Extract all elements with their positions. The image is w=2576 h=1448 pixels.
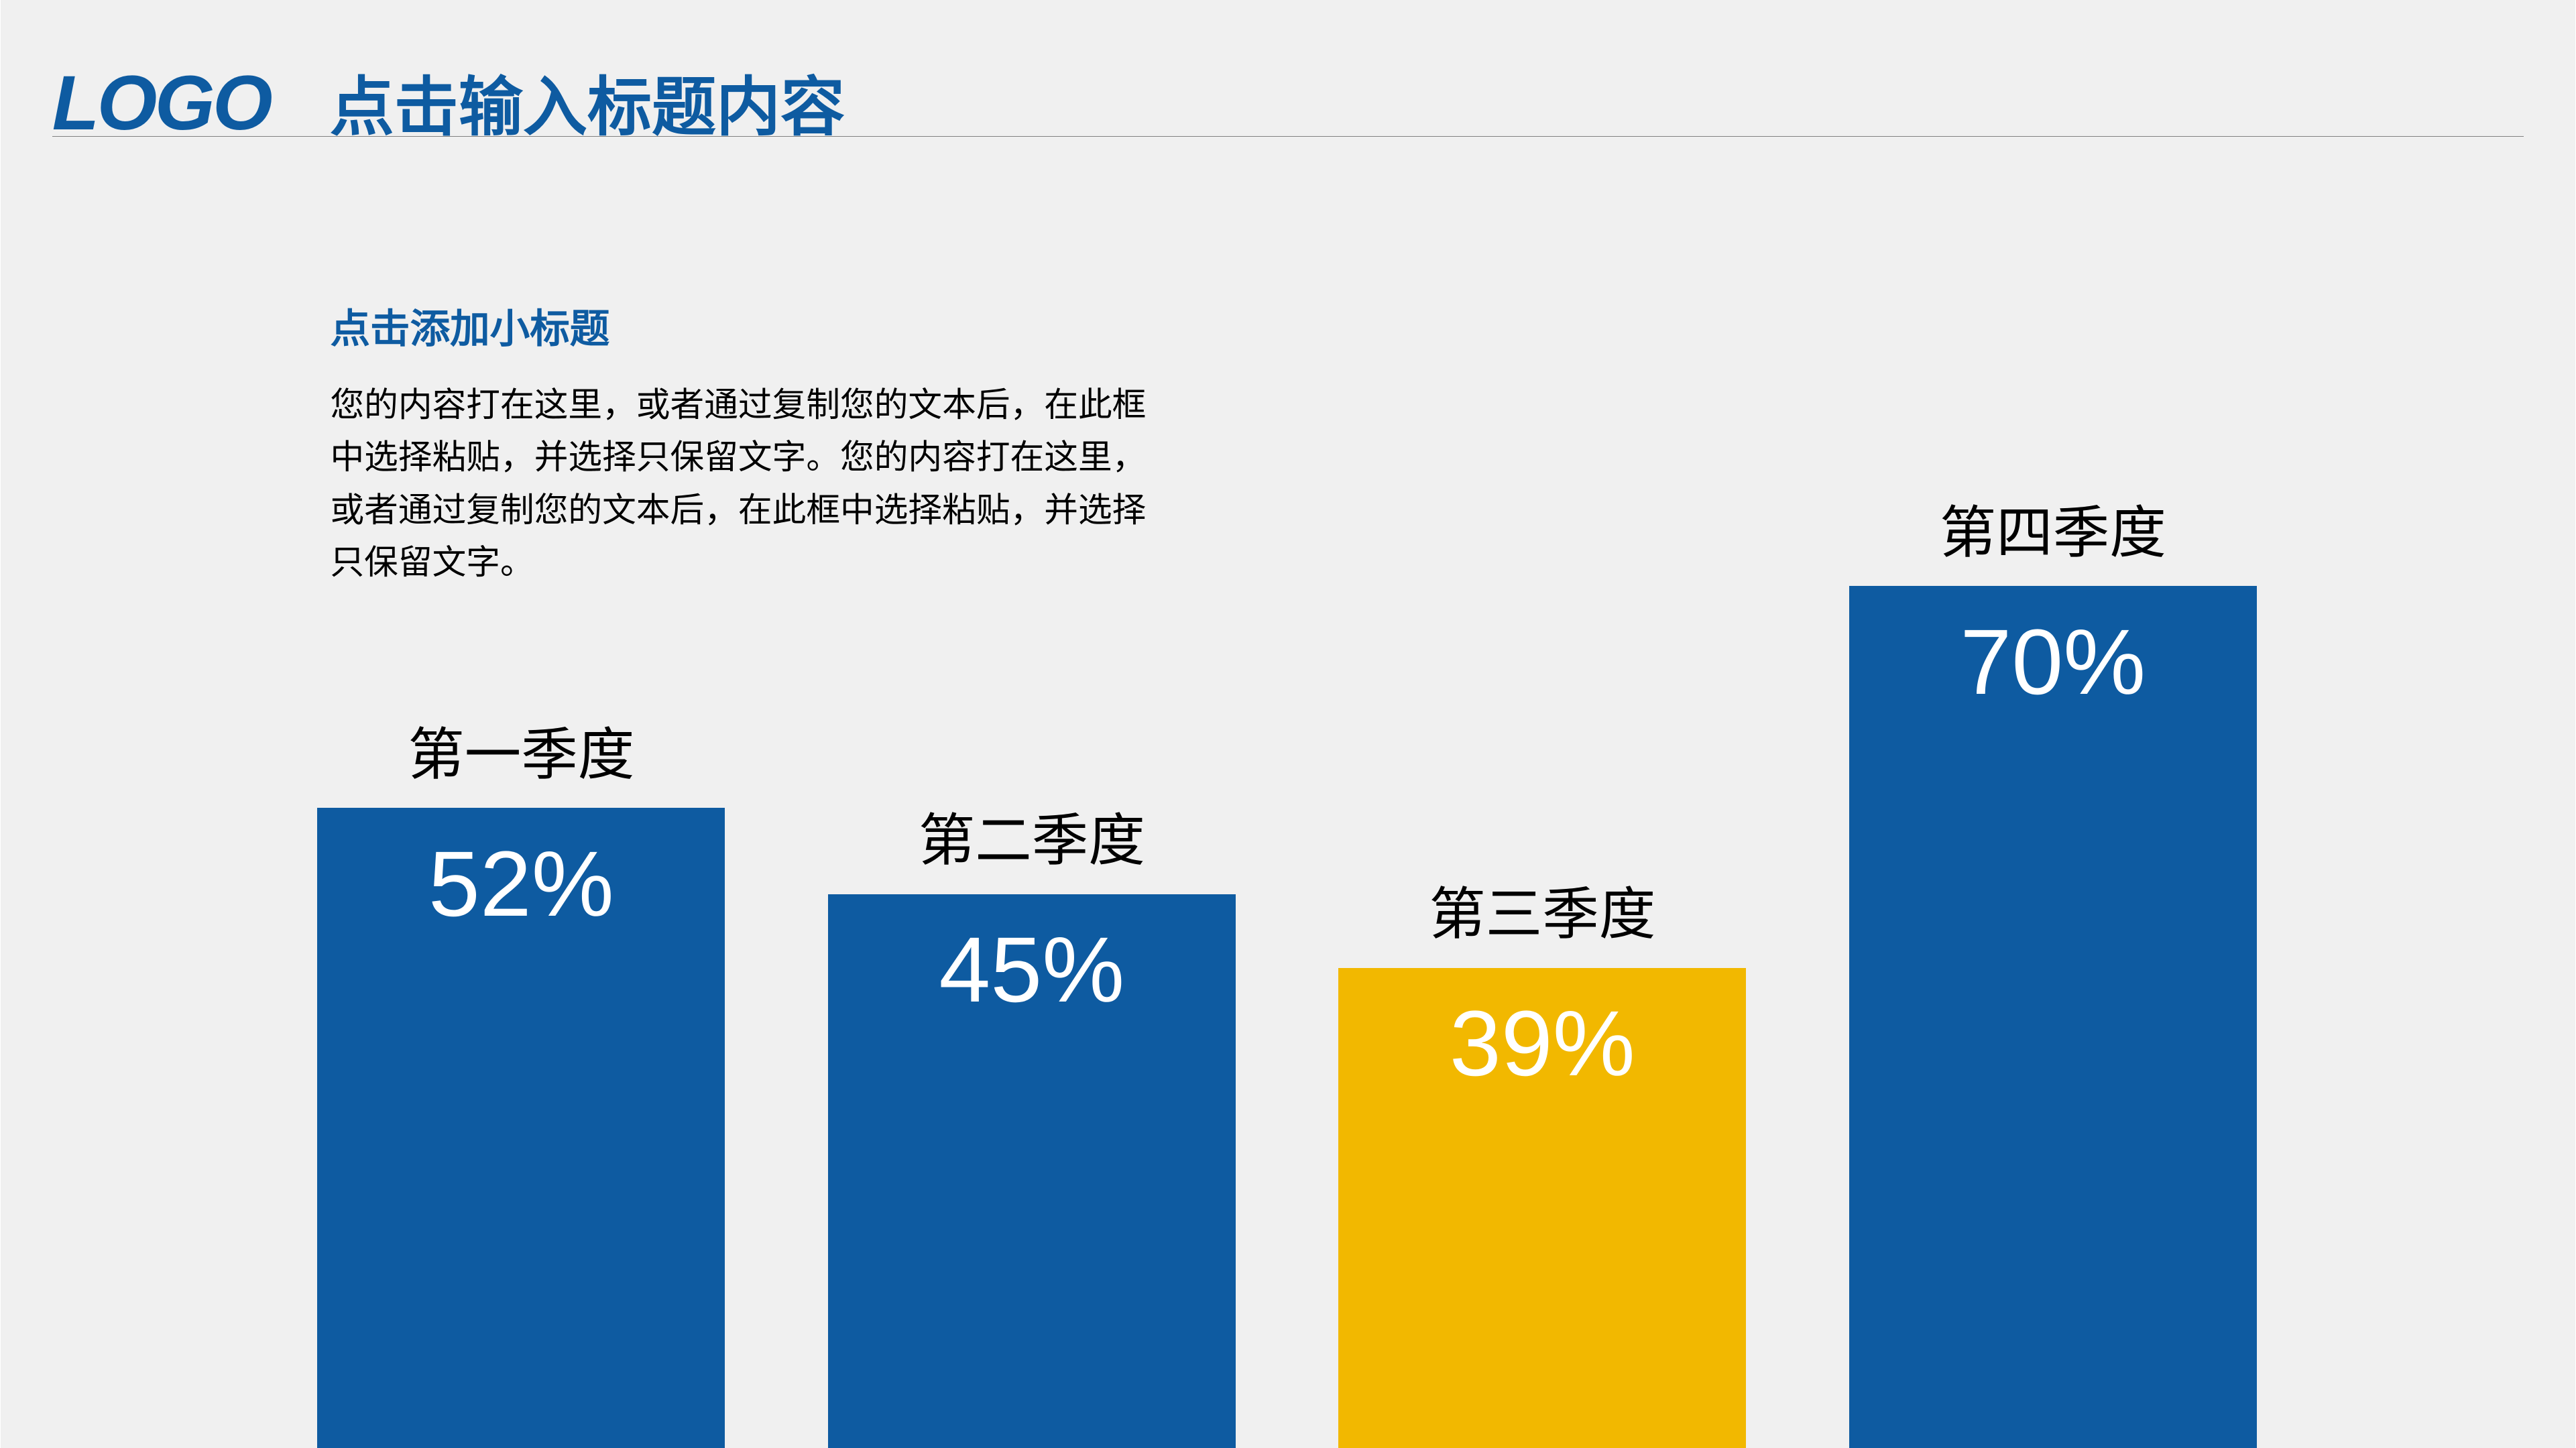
bar-value: 52%	[428, 831, 614, 938]
bar-value: 70%	[1960, 609, 2146, 716]
bar-value: 39%	[1450, 991, 1635, 1097]
bar-label: 第三季度	[1429, 869, 1655, 951]
bar-group: 第三季度 39%	[1338, 869, 1746, 1448]
bar-chart: 第一季度 52% 第二季度 45% 第三季度 39% 第四季度 70%	[317, 434, 2258, 1448]
bar-group: 第一季度 52%	[317, 709, 725, 1448]
bar-value: 45%	[939, 917, 1124, 1024]
header-divider	[52, 136, 2524, 137]
subtitle: 点击添加小标题	[330, 297, 1179, 355]
bar: 45%	[828, 894, 1236, 1448]
bar-label: 第四季度	[1940, 487, 2166, 569]
bar-group: 第四季度 70%	[1849, 487, 2257, 1448]
bar: 52%	[317, 808, 725, 1448]
header: LOGO 点击输入标题内容	[52, 55, 2524, 148]
logo-text: LOGO	[52, 59, 271, 147]
bar: 70%	[1849, 586, 2257, 1448]
bar: 39%	[1338, 968, 1746, 1448]
bar-label: 第一季度	[408, 709, 634, 791]
bar-label: 第二季度	[919, 795, 1145, 877]
page-title: 点击输入标题内容	[330, 55, 845, 148]
bar-group: 第二季度 45%	[828, 795, 1236, 1448]
slide: LOGO 点击输入标题内容 点击添加小标题 您的内容打在这里，或者通过复制您的文…	[1, 0, 2575, 1448]
